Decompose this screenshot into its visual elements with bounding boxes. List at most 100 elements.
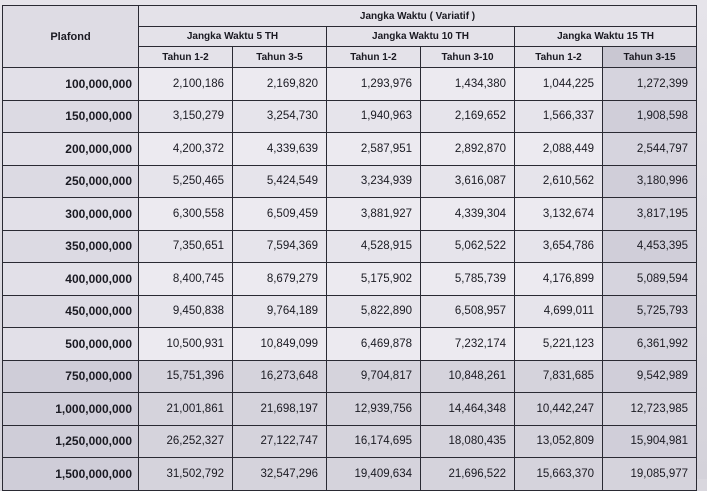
plafond-cell: 250,000,000 <box>2 164 139 198</box>
installment-cell: 2,088,449 <box>514 132 603 166</box>
installment-cell: 3,234,939 <box>326 164 421 198</box>
installment-cell: 7,232,174 <box>420 327 515 361</box>
installment-cell: 10,500,931 <box>138 327 233 361</box>
installment-cell: 3,180,996 <box>601 164 698 198</box>
installment-cell: 21,696,522 <box>420 457 515 491</box>
term-15-header: Jangka Waktu 15 TH <box>513 26 698 47</box>
table-row: 400,000,000 8,400,745 8,679,279 5,175,902 5,… <box>2 262 698 296</box>
plafond-header: Plafond <box>2 5 139 68</box>
plafond-cell: 1,000,000,000 <box>2 392 139 426</box>
installment-cell: 15,751,396 <box>138 359 233 393</box>
table-row: 100,000,000 2,100,186 2,169,820 1,293,976 1,… <box>2 67 698 101</box>
installment-cell: 7,594,369 <box>232 229 327 263</box>
loan-installment-table: Plafond Jangka Waktu ( Variatif ) Jangka… <box>2 5 698 491</box>
installment-cell: 5,250,465 <box>138 164 233 198</box>
installment-cell: 12,723,985 <box>601 392 698 426</box>
installment-cell: 15,904,981 <box>601 424 698 458</box>
installment-cell: 16,174,695 <box>326 424 421 458</box>
plafond-cell: 450,000,000 <box>2 294 139 328</box>
installment-cell: 26,252,327 <box>138 424 233 458</box>
plafond-cell: 750,000,000 <box>2 359 139 393</box>
installment-cell: 27,122,747 <box>232 424 327 458</box>
table-row: 1,000,000,000 21,001,861 21,698,197 12,939,… <box>2 392 698 426</box>
installment-cell: 2,100,186 <box>138 67 233 101</box>
installment-cell: 9,450,838 <box>138 294 233 328</box>
plafond-cell: 200,000,000 <box>2 132 139 166</box>
installment-cell: 4,699,011 <box>514 294 603 328</box>
table-row: 350,000,000 7,350,651 7,594,369 4,528,915 5,… <box>2 229 698 263</box>
installment-cell: 9,764,189 <box>232 294 327 328</box>
plafond-cell: 100,000,000 <box>2 67 139 101</box>
installment-cell: 13,052,809 <box>514 424 603 458</box>
plafond-cell: 1,500,000,000 <box>2 457 139 491</box>
installment-cell: 6,300,558 <box>138 197 233 231</box>
column-header: Tahun 3-15 <box>601 46 698 68</box>
installment-cell: 10,442,247 <box>514 392 603 426</box>
installment-cell: 2,169,652 <box>420 99 515 133</box>
installment-cell: 10,849,099 <box>232 327 327 361</box>
installment-cell: 3,254,730 <box>232 99 327 133</box>
table-row: 150,000,000 3,150,279 3,254,730 1,940,963 2,… <box>2 99 698 133</box>
installment-cell: 2,892,870 <box>420 132 515 166</box>
installment-cell: 7,831,685 <box>514 359 603 393</box>
installment-cell: 1,940,963 <box>326 99 421 133</box>
plafond-cell: 400,000,000 <box>2 262 139 296</box>
installment-cell: 10,848,261 <box>420 359 515 393</box>
installment-cell: 1,908,598 <box>601 99 698 133</box>
installment-cell: 7,350,651 <box>138 229 233 263</box>
installment-cell: 9,542,989 <box>601 359 698 393</box>
plafond-cell: 500,000,000 <box>2 327 139 361</box>
term-10-header: Jangka Waktu 10 TH <box>326 26 515 47</box>
installment-cell: 5,062,522 <box>420 229 515 263</box>
installment-cell: 15,663,370 <box>514 457 603 491</box>
installment-cell: 8,400,745 <box>138 262 233 296</box>
table-row: 750,000,000 15,751,396 16,273,648 9,704,817… <box>2 359 698 393</box>
table-row: 250,000,000 5,250,465 5,424,549 3,234,939 3,… <box>2 164 698 198</box>
plafond-cell: 350,000,000 <box>2 229 139 263</box>
installment-cell: 6,509,459 <box>232 197 327 231</box>
installment-cell: 5,089,594 <box>601 262 698 296</box>
installment-cell: 2,544,797 <box>601 132 698 166</box>
term-group-header: Jangka Waktu ( Variatif ) <box>137 5 698 27</box>
plafond-cell: 150,000,000 <box>2 99 139 133</box>
table-row: 500,000,000 10,500,931 10,849,099 6,469,878… <box>2 327 698 361</box>
installment-cell: 1,272,399 <box>601 67 698 101</box>
installment-cell: 9,704,817 <box>326 359 421 393</box>
installment-cell: 12,939,756 <box>326 392 421 426</box>
installment-cell: 4,200,372 <box>138 132 233 166</box>
installment-cell: 19,409,634 <box>326 457 421 491</box>
installment-cell: 1,293,976 <box>326 67 421 101</box>
installment-cell: 5,424,549 <box>232 164 327 198</box>
table-row: 300,000,000 6,300,558 6,509,459 3,881,927 4,… <box>2 197 698 231</box>
installment-cell: 3,150,279 <box>138 99 233 133</box>
installment-cell: 1,044,225 <box>514 67 603 101</box>
term-5-header: Jangka Waktu 5 TH <box>138 26 327 47</box>
installment-cell: 2,169,820 <box>232 67 327 101</box>
installment-cell: 3,881,927 <box>326 197 421 231</box>
installment-cell: 19,085,977 <box>601 457 698 491</box>
installment-cell: 21,001,861 <box>138 392 233 426</box>
installment-cell: 5,822,890 <box>326 294 421 328</box>
installment-cell: 6,508,957 <box>420 294 515 328</box>
plafond-cell: 1,250,000,000 <box>2 424 139 458</box>
installment-cell: 5,785,739 <box>420 262 515 296</box>
installment-cell: 32,547,296 <box>232 457 327 491</box>
installment-cell: 4,339,304 <box>420 197 515 231</box>
installment-cell: 8,679,279 <box>232 262 327 296</box>
column-header: Tahun 3-5 <box>232 46 327 68</box>
installment-cell: 5,725,793 <box>601 294 698 328</box>
table-body: 100,000,000 2,100,186 2,169,820 1,293,976 1,… <box>2 67 698 491</box>
installment-cell: 2,587,951 <box>326 132 421 166</box>
installment-cell: 4,339,639 <box>232 132 327 166</box>
column-header: Tahun 1-2 <box>138 46 233 68</box>
installment-cell: 3,654,786 <box>514 229 603 263</box>
table-row: 1,500,000,000 31,502,792 32,547,296 19,409,… <box>2 457 698 491</box>
installment-cell: 31,502,792 <box>138 457 233 491</box>
installment-cell: 16,273,648 <box>232 359 327 393</box>
installment-cell: 5,221,123 <box>514 327 603 361</box>
installment-cell: 18,080,435 <box>420 424 515 458</box>
column-header: Tahun 1-2 <box>514 46 603 68</box>
table-row: 200,000,000 4,200,372 4,339,639 2,587,951 2,… <box>2 132 698 166</box>
installment-cell: 6,361,992 <box>601 327 698 361</box>
